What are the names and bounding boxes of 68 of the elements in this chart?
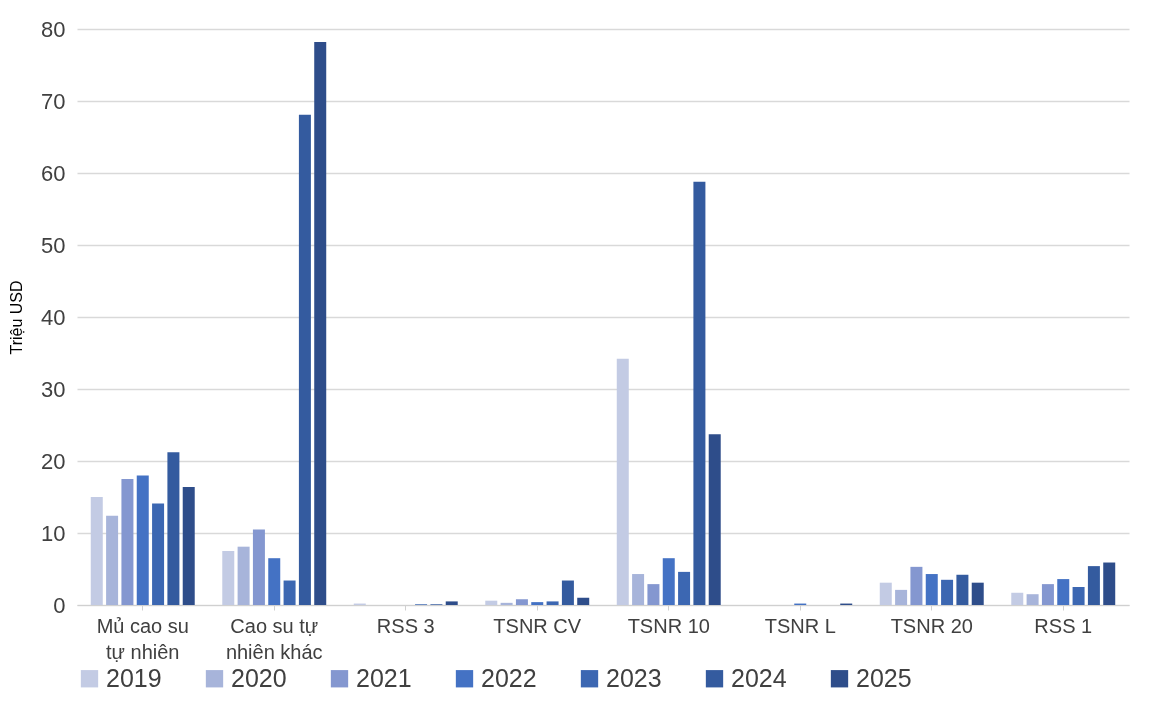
bar [1103,562,1116,605]
legend-label: 2025 [856,663,912,692]
bar [237,546,250,605]
x-tick-label: TSNR L [764,614,836,637]
bar [136,475,149,605]
x-tick-label: RSS 1 [1034,614,1093,637]
bar [895,589,908,605]
bar [647,584,660,605]
y-tick-label: 50 [41,232,66,258]
bar [1026,594,1039,605]
y-tick-label: 20 [41,448,66,474]
bar [708,434,721,605]
bar [941,579,954,605]
legend-label: 2020 [231,663,287,692]
y-tick-label: 30 [41,376,66,402]
bar [485,600,498,605]
x-tick-label: TSNR 10 [627,614,710,637]
legend-label: 2019 [106,663,162,692]
bar [1057,579,1070,605]
y-axis-title: Triệu USD [8,280,26,355]
x-tick-label: Mủ cao su tự nhiên [96,614,189,663]
legend-label: 2021 [356,663,412,692]
bar [314,41,327,605]
bar [121,479,134,605]
legend-label: 2024 [731,663,787,692]
bar [662,558,675,605]
bar [531,602,544,605]
y-tick-label: 80 [41,16,66,42]
bar [222,551,235,605]
bar [971,582,984,605]
x-tick-label: TSNR 20 [890,614,973,637]
bar [678,571,691,605]
y-tick-label: 0 [53,592,66,618]
bar [1011,592,1024,605]
bar [90,497,103,605]
bar [500,602,513,605]
y-tick-label: 60 [41,160,66,186]
legend-label: 2023 [606,663,662,692]
y-tick-label: 70 [41,88,66,114]
bar [182,486,195,605]
bar [546,601,559,605]
legend-label: 2022 [481,663,537,692]
y-tick-label: 10 [41,520,66,546]
bar [283,580,296,605]
bar [561,580,574,605]
bar [106,515,119,605]
bar [252,529,265,605]
bar [1072,587,1085,605]
bar [925,574,938,605]
bar [1041,584,1054,605]
bar [445,601,458,605]
bar [693,181,706,605]
bar [577,597,590,605]
bar [515,599,528,605]
bar [268,558,281,605]
bar [910,566,923,605]
bar [616,358,629,605]
bar [167,452,180,605]
bar [956,574,969,605]
bar [1087,566,1100,605]
bar [152,503,165,605]
bar [879,582,892,605]
x-tick-label: Cao su tự nhiên khác [225,614,323,663]
bar [632,574,645,605]
bar [298,114,311,605]
x-tick-label: RSS 3 [376,614,435,637]
x-tick-label: TSNR CV [493,614,582,637]
y-tick-label: 40 [41,304,66,330]
